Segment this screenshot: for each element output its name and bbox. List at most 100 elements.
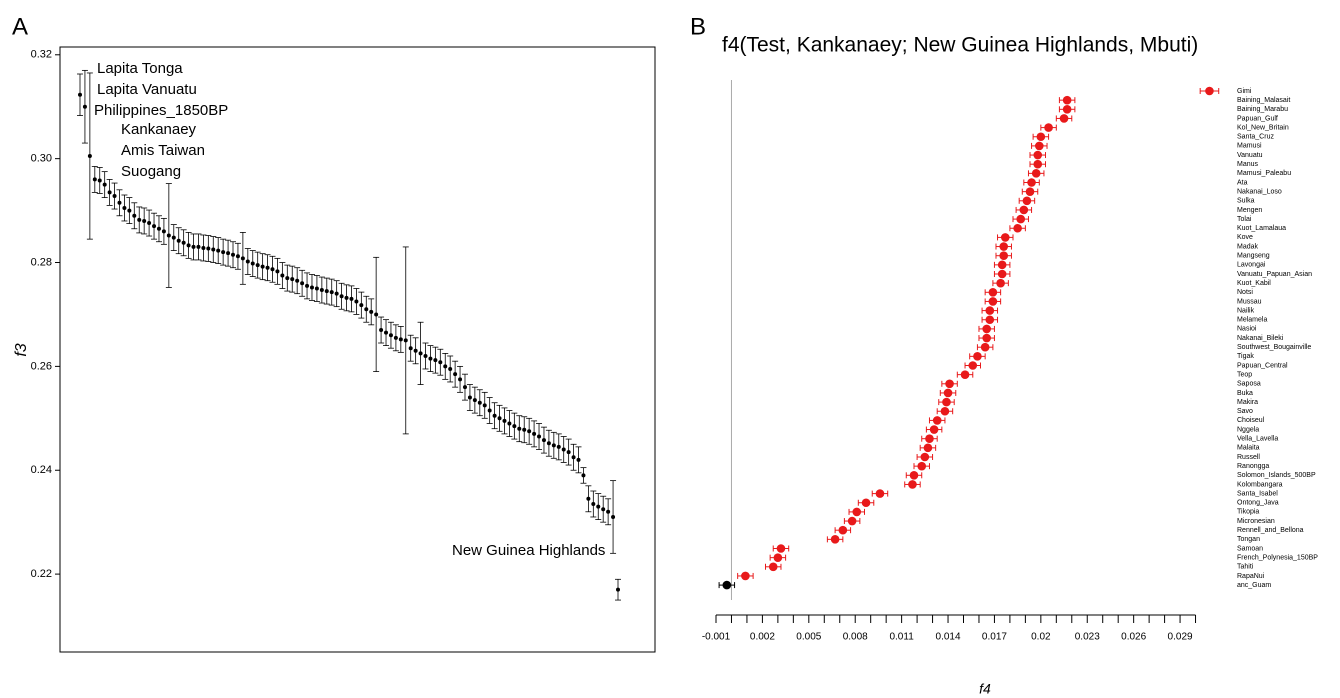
point (388, 333, 393, 338)
y-tick-label: 0.32 (31, 49, 52, 61)
category-label: Southwest_Bougainville (1237, 344, 1311, 351)
point (1036, 132, 1046, 142)
category-label: Nailik (1237, 307, 1255, 314)
point (1059, 114, 1069, 123)
point (122, 205, 127, 210)
point (117, 200, 122, 205)
annotation: Amis Taiwan (121, 142, 205, 159)
point (477, 400, 482, 405)
point (601, 507, 606, 512)
point (403, 338, 408, 343)
point (546, 441, 551, 446)
category-label: Kove (1237, 234, 1253, 241)
point (497, 416, 502, 421)
category-label: Ranongga (1237, 463, 1269, 470)
category-label: Nakanai_Bileki (1237, 335, 1284, 342)
category-label: Madak (1237, 243, 1259, 250)
point (576, 457, 581, 462)
point (611, 514, 616, 519)
category-label: RapaNui (1237, 573, 1265, 580)
point (929, 425, 939, 434)
point (985, 315, 995, 325)
point (1022, 196, 1032, 206)
point (527, 429, 532, 434)
point (191, 244, 196, 249)
point (591, 501, 596, 506)
x-tick-label: -0.001 (702, 632, 731, 643)
point (314, 286, 319, 291)
point (245, 259, 250, 264)
point (443, 364, 448, 369)
category-label: Baining_Marabu (1237, 106, 1288, 113)
point (945, 379, 954, 389)
point (566, 450, 571, 455)
point (221, 250, 226, 255)
point (997, 260, 1007, 270)
point (433, 358, 438, 363)
point (453, 372, 458, 377)
annotation: Kankanaey (121, 121, 197, 138)
category-label: Buka (1237, 390, 1253, 397)
point (250, 261, 255, 266)
point (384, 330, 389, 335)
category-label: Santa_Isabel (1237, 490, 1278, 497)
point (92, 177, 97, 182)
point (996, 278, 1005, 288)
point (379, 328, 384, 333)
annotation: Suogang (121, 163, 181, 180)
category-label: Tolai (1237, 216, 1252, 223)
y-tick-label: 0.24 (31, 464, 52, 476)
point (112, 194, 117, 199)
point (423, 353, 428, 358)
point (830, 535, 840, 544)
point (997, 269, 1007, 279)
point (211, 247, 216, 252)
point (988, 288, 998, 297)
point (354, 299, 359, 304)
point (492, 413, 497, 418)
point (196, 244, 201, 249)
point (408, 346, 413, 351)
point (1013, 223, 1022, 233)
point (349, 296, 354, 301)
category-label: Tahiti (1237, 564, 1254, 571)
point (923, 443, 933, 453)
point (985, 306, 995, 315)
category-label: Samoan (1237, 545, 1263, 552)
point (176, 238, 181, 243)
point (393, 335, 398, 340)
point (339, 294, 344, 299)
point (142, 218, 147, 223)
point (988, 297, 998, 306)
x-tick-label: 0.017 (982, 632, 1007, 643)
point (1019, 205, 1029, 215)
point (773, 553, 783, 562)
category-label: Kol_New_Britain (1237, 124, 1289, 131)
point (1205, 86, 1214, 96)
point (334, 291, 339, 296)
point (980, 342, 990, 352)
point (968, 361, 978, 370)
point (847, 516, 857, 526)
point (161, 229, 166, 234)
point (171, 235, 176, 240)
point (309, 285, 314, 290)
panel-label: B (690, 13, 706, 40)
category-label: Papuan_Central (1237, 362, 1288, 369)
category-label: Teop (1237, 371, 1252, 378)
point (502, 418, 507, 423)
point (943, 388, 953, 398)
point (107, 190, 112, 195)
point (186, 243, 191, 248)
point (522, 427, 527, 432)
x-tick-label: 0.011 (889, 632, 914, 643)
category-label: Vanuatu (1237, 152, 1263, 159)
category-label: Kuot_Kabil (1237, 280, 1271, 287)
point (285, 276, 290, 281)
x-tick-label: 0.002 (750, 632, 775, 643)
point (982, 333, 992, 343)
point (1000, 233, 1010, 242)
point (132, 213, 137, 218)
category-label: Mamusi_Paleabu (1237, 170, 1291, 177)
